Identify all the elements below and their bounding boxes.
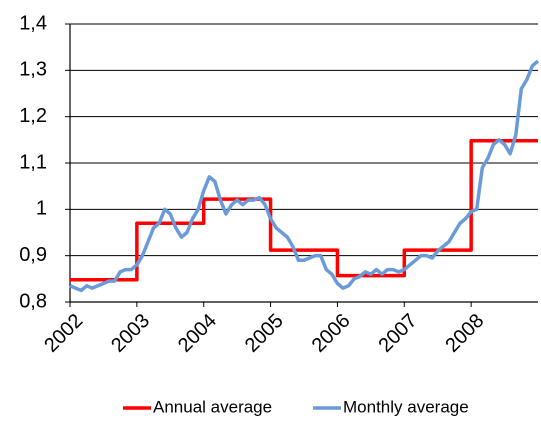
y-tick-label: 0,8 (19, 290, 47, 312)
x-tick-label: 2005 (241, 310, 288, 357)
x-tick-label: 2008 (441, 310, 488, 357)
x-tick-label: 2002 (40, 310, 87, 357)
x-tick-label: 2003 (107, 310, 154, 357)
x-tick-label: 2004 (174, 310, 221, 357)
y-tick-label: 1,2 (19, 105, 47, 127)
legend-label: Annual average (153, 397, 272, 416)
y-tick-label: 1 (36, 198, 47, 220)
x-tick-label: 2006 (308, 310, 355, 357)
y-tick-label: 1,1 (19, 151, 47, 173)
series-line (70, 139, 538, 282)
y-tick-label: 1,3 (19, 59, 47, 81)
y-tick-label: 1,4 (19, 12, 47, 34)
x-tick-label: 2007 (375, 310, 422, 357)
legend-label: Monthly average (343, 397, 469, 416)
y-tick-label: 0,9 (19, 244, 47, 266)
series-line (69, 59, 540, 293)
